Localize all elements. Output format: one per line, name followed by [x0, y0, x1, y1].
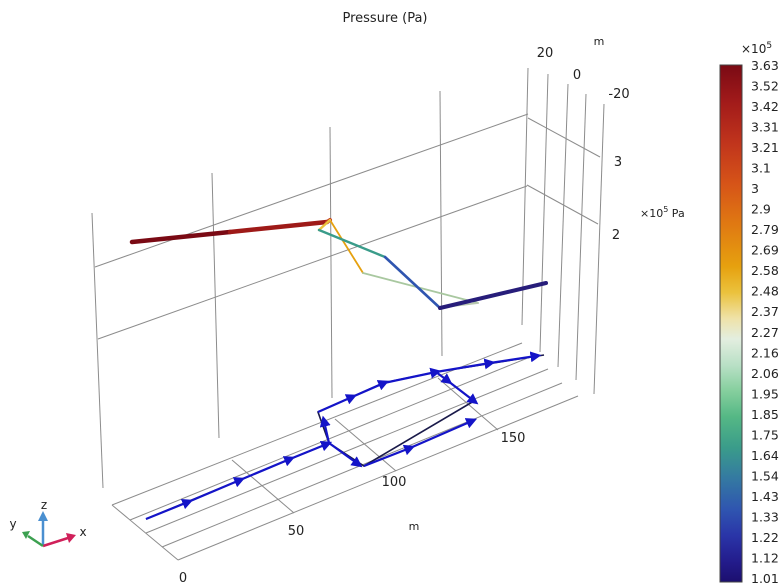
triad-x-axis	[42, 536, 69, 548]
triad-y-label: y	[9, 517, 16, 531]
colorbar-tick-label: 1.22	[751, 530, 779, 545]
z-tick-2: 2	[612, 228, 620, 243]
flow-arrow	[187, 477, 246, 504]
colorbar-tick-label: 3.31	[751, 120, 779, 135]
x-tick-100: 100	[382, 475, 407, 490]
flow-arrow	[383, 367, 442, 385]
pressure-line-upper-a	[317, 218, 332, 232]
colorbar-tick-label: 3.42	[751, 99, 779, 114]
triad-y-arrowhead	[22, 531, 30, 539]
flow-arrow	[145, 498, 194, 521]
flow-arrow	[289, 440, 333, 461]
x-axis-ticks: 0 50 100 150	[179, 431, 526, 585]
colorbar-tick-label: 2.06	[751, 366, 779, 381]
pressure-lines	[129, 218, 548, 310]
flow-arrow	[319, 415, 331, 444]
y-tick-20: 20	[537, 46, 554, 61]
colorbar-tick-label: 2.79	[751, 222, 779, 237]
x-tick-0: 0	[179, 571, 187, 585]
z-tick-3: 3	[614, 155, 622, 170]
triad-z-arrowhead	[38, 511, 48, 521]
colorbar-tick-label: 1.54	[751, 468, 779, 483]
flow-arrow	[317, 394, 358, 414]
colorbar-tick-label: 1.12	[751, 550, 779, 565]
flow-arrow	[328, 442, 363, 468]
chart-title: Pressure (Pa)	[342, 11, 427, 26]
flow-arrow	[239, 456, 296, 482]
axis-triad: z x y	[9, 498, 87, 548]
colorbar-tick-label: 3.63	[751, 58, 779, 73]
pressure-line-lower-a	[329, 219, 364, 274]
colorbar-tick-label: 1.95	[751, 386, 779, 401]
z-axis-unit: ×105 Pa	[640, 205, 685, 220]
colorbar-tick-label: 1.64	[751, 448, 779, 463]
y-axis-ticks: 20 0 -20	[537, 46, 630, 102]
colorbar-tick-label: 3.1	[751, 161, 771, 176]
x-axis-label: m	[409, 520, 420, 533]
colorbar	[719, 64, 743, 583]
flow-arrow	[351, 380, 390, 399]
colorbar-tick-label: 1.43	[751, 489, 779, 504]
colorbar-tick-label: 2.37	[751, 304, 779, 319]
triad-x-label: x	[79, 525, 86, 539]
y-tick-neg20: -20	[608, 87, 629, 102]
y-axis-label: m	[594, 35, 605, 48]
colorbar-ticks: 3.63 3.52 3.42 3.31 3.21 3.1 3 2.9 2.79 2.69 2.58 2…	[751, 58, 779, 585]
triad-y-axis	[27, 534, 44, 548]
colorbar-tick-label: 1.33	[751, 509, 779, 524]
pressure-line-lower-b	[362, 272, 479, 304]
y-tick-0: 0	[573, 68, 581, 83]
colorbar-tick-label: 3.52	[751, 79, 779, 94]
colorbar-tick-label: 2.16	[751, 345, 779, 360]
colorbar-tick-label: 1.85	[751, 407, 779, 422]
colorbar-tick-label: 2.27	[751, 325, 779, 340]
colorbar-tick-label: 2.58	[751, 263, 779, 278]
triad-x-arrowhead	[66, 533, 76, 543]
colorbar-tick-label: 1.75	[751, 427, 779, 442]
pressure-line-inlet-b	[227, 219, 330, 235]
flow-arrow	[489, 351, 542, 365]
z-axis-ticks: 3 2	[612, 155, 622, 243]
colorbar-tick-label: 3	[751, 181, 759, 196]
colorbar-tick-label: 2.9	[751, 202, 771, 217]
back-wall-grid	[94, 113, 529, 340]
flow-arrow	[447, 380, 479, 405]
floor-grid	[111, 342, 579, 561]
flow-arrows	[145, 351, 542, 521]
colorbar-tick-label: 2.48	[751, 284, 779, 299]
pressure-line-upper-b	[317, 228, 387, 259]
triad-z-label: z	[41, 498, 47, 512]
colorbar-tick-label: 3.21	[751, 140, 779, 155]
x-tick-150: 150	[501, 431, 526, 446]
colorbar-tick-label: 1.01	[751, 571, 779, 585]
vertical-grid	[91, 67, 605, 489]
flow-arrow	[435, 371, 453, 385]
flow-arrow	[409, 418, 478, 450]
pressure-line-upper-c	[383, 255, 442, 310]
flow-arrow	[435, 358, 496, 374]
colorbar-multiplier: ×105	[741, 41, 772, 56]
pressure-line-outlet	[438, 281, 548, 310]
flow-arrow	[363, 444, 416, 468]
network-outline	[145, 371, 476, 520]
side-wall-grid	[526, 117, 601, 225]
x-tick-50: 50	[288, 524, 305, 539]
colorbar-tick-label: 2.69	[751, 243, 779, 258]
pressure-line-inlet-a	[129, 229, 233, 245]
